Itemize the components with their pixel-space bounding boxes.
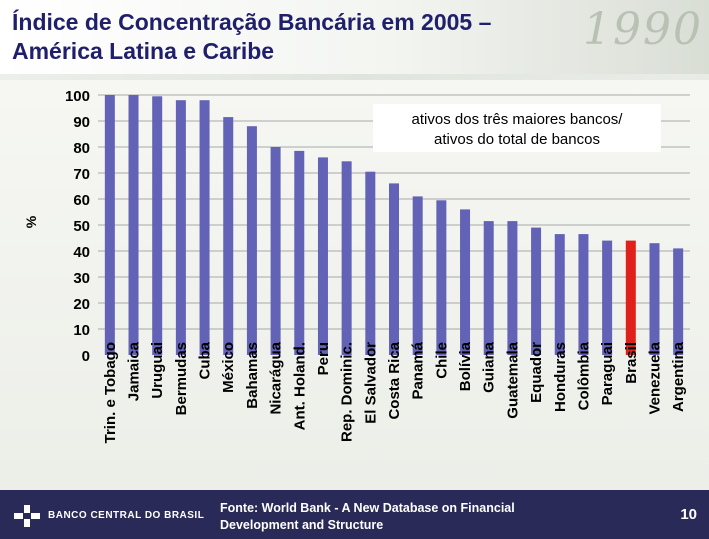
x-tick-label: Argentina xyxy=(670,341,687,412)
x-tick-label: México xyxy=(220,342,237,393)
bar xyxy=(152,96,163,356)
x-tick-label: El Salvador xyxy=(362,342,379,424)
x-tick-label: Guiana xyxy=(481,341,498,393)
annotation-line2: ativos do total de bancos xyxy=(434,131,600,148)
x-tick-label: Uruguai xyxy=(149,342,166,399)
bar xyxy=(507,221,518,355)
bar xyxy=(554,234,565,355)
x-tick-label: Bahamas xyxy=(244,342,261,409)
x-tick-label: Colômbia xyxy=(575,341,592,410)
bar xyxy=(199,100,210,355)
x-tick-label: Venezuela xyxy=(646,341,663,414)
bar xyxy=(341,161,352,355)
bar xyxy=(223,117,234,355)
bar xyxy=(270,147,281,355)
footer-band xyxy=(0,490,709,539)
y-axis-label: % xyxy=(23,215,39,228)
y-tick-label: 100 xyxy=(65,88,90,105)
x-tick-label: Jamaica xyxy=(126,341,143,401)
x-tick-label: Bermudas xyxy=(173,342,190,415)
x-tick-label: Bolívia xyxy=(457,341,474,391)
y-tick-label: 10 xyxy=(73,322,90,339)
x-tick-label: Chile xyxy=(433,342,450,379)
source-line1: Fonte: World Bank - A New Database on Fi… xyxy=(220,501,515,515)
bar xyxy=(104,95,115,355)
bar xyxy=(531,227,542,355)
header-band: 1990 xyxy=(0,0,709,74)
annotation-line1: ativos dos três maiores bancos/ xyxy=(412,111,624,128)
bar xyxy=(412,196,423,355)
bar xyxy=(436,200,447,355)
x-tick-label: Nicarágua xyxy=(268,341,285,414)
y-tick-label: 80 xyxy=(73,140,90,157)
bar xyxy=(317,157,328,355)
bcb-logo-icon xyxy=(14,505,40,527)
bcb-logo: BANCO CENTRAL DO BRASIL xyxy=(14,505,204,527)
y-tick-label: 60 xyxy=(73,192,90,209)
x-tick-label: Rep. Dominic. xyxy=(339,342,356,442)
annotation-box xyxy=(373,104,661,152)
x-tick-label: Brasil xyxy=(623,342,640,384)
bar-chart: 0 10 20 30 40 50 60 70 80 90 100% Trin. e Tobago Jam… xyxy=(23,88,690,443)
source-note: Fonte: World Bank - A New Database on Fi… xyxy=(220,500,640,534)
x-tick-label: Honduras xyxy=(552,342,569,412)
source-line2: Development and Structure xyxy=(220,518,384,532)
bar xyxy=(578,234,589,355)
slide-title-line2: América Latina e Caribe xyxy=(12,38,275,64)
x-tick-label: Panamá xyxy=(410,341,427,399)
page-number: 10 xyxy=(680,506,697,523)
bar xyxy=(625,240,636,355)
x-tick-label: Guatemala xyxy=(504,341,521,418)
slide-title-line1: Índice de Concentração Bancária em 2005 … xyxy=(12,9,492,35)
bar xyxy=(246,126,257,355)
x-tick-label: Trin. e Tobago xyxy=(102,342,119,443)
y-tick-label: 30 xyxy=(73,270,90,287)
y-tick-label: 20 xyxy=(73,296,90,313)
bar xyxy=(649,243,660,355)
bar xyxy=(389,183,399,355)
x-tick-label: Cuba xyxy=(197,341,214,379)
y-tick-label: 70 xyxy=(73,166,90,183)
y-tick-label: 90 xyxy=(73,114,90,131)
header-decoration: 1990 xyxy=(583,4,703,55)
x-tick-label: Ant. Holand. xyxy=(291,342,308,430)
bar xyxy=(128,95,139,355)
bar xyxy=(460,209,471,355)
y-tick-label: 0 xyxy=(82,348,90,365)
x-tick-label: Peru xyxy=(315,342,332,375)
bar xyxy=(602,240,613,355)
slide-title: Índice de Concentração Bancária em 2005 … xyxy=(12,8,652,66)
bar xyxy=(673,248,684,355)
x-tick-label: Equador xyxy=(528,342,545,403)
bcb-logo-text: BANCO CENTRAL DO BRASIL xyxy=(48,510,205,521)
y-tick-label: 40 xyxy=(73,244,90,261)
bar xyxy=(365,171,376,355)
bar xyxy=(175,100,186,355)
x-tick-label: Costa Rica xyxy=(386,341,403,419)
bar xyxy=(483,221,494,355)
y-tick-label: 50 xyxy=(73,218,90,235)
bar xyxy=(294,150,305,355)
x-tick-label: Paraguai xyxy=(599,342,616,405)
